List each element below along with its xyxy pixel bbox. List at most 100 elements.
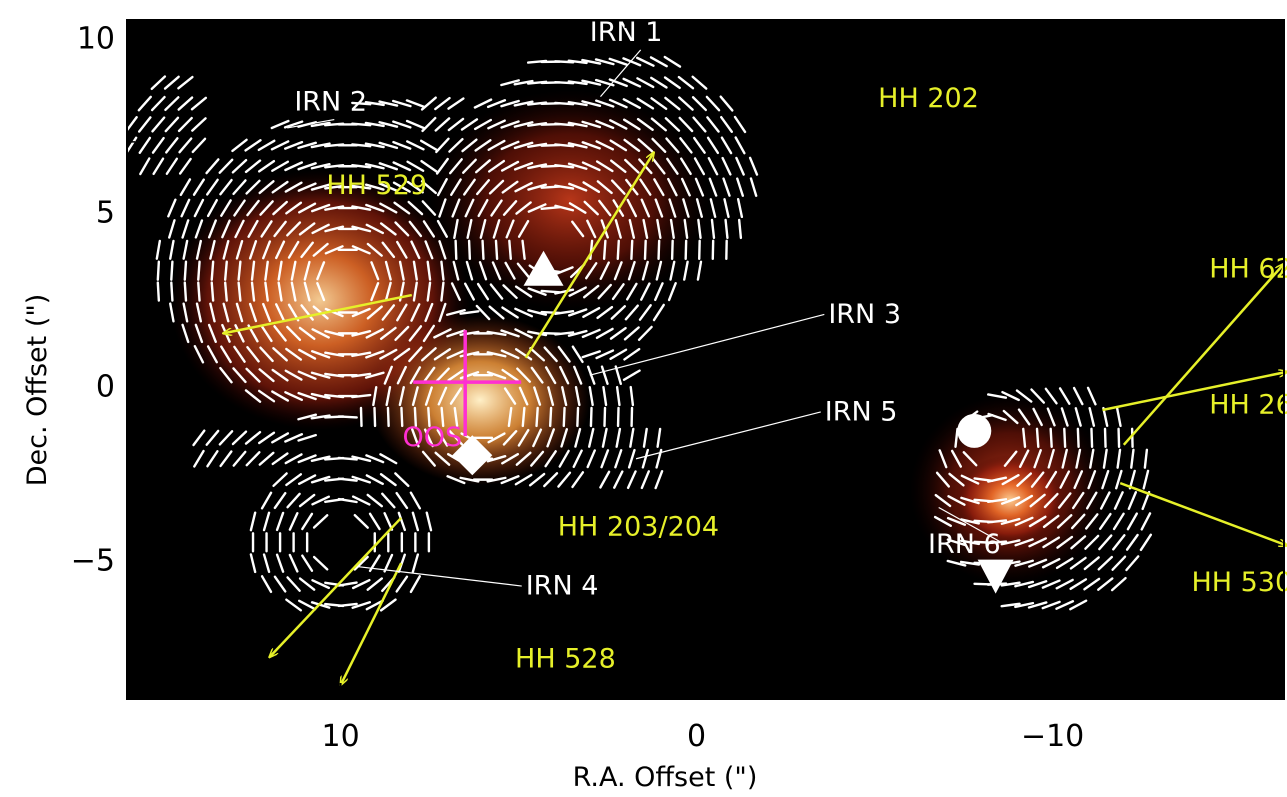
polarization-vector — [297, 599, 317, 611]
polarization-vector — [411, 428, 420, 448]
polarization-vector — [650, 97, 668, 111]
polarization-vector — [602, 239, 607, 260]
polarization-vector — [424, 386, 433, 406]
polarization-vector — [366, 305, 383, 320]
polarization-vector — [973, 498, 994, 503]
polarization-vector — [413, 406, 418, 428]
polarization-vector — [364, 183, 385, 191]
polarization-vector — [210, 281, 215, 302]
polarization-vector — [410, 303, 421, 322]
polarization-vector — [1027, 601, 1048, 609]
polarization-vector — [1063, 427, 1067, 449]
polarization-vector — [626, 470, 637, 490]
polarization-vector — [1069, 556, 1087, 570]
polarization-vector — [177, 116, 193, 133]
polarization-vector — [460, 118, 479, 131]
polarization-vector — [1042, 514, 1060, 529]
polarization-vector — [379, 598, 397, 612]
polarization-vector — [1041, 557, 1061, 569]
polarization-vector — [364, 163, 385, 170]
polarization-vector — [1058, 387, 1071, 405]
polarization-vector — [284, 140, 304, 150]
polarization-vector — [192, 178, 205, 196]
polarization-vector — [706, 116, 720, 133]
polarization-vector — [656, 427, 662, 448]
polarization-vector — [231, 158, 248, 174]
polarization-vector — [508, 239, 512, 260]
polarization-vector — [223, 260, 228, 281]
outflow-arrows: HH 202 HH 529 HH 203/204 HH 528 HH 625 HH 269… — [223, 83, 1287, 685]
polarization-vector — [521, 239, 526, 260]
polarization-vector — [170, 260, 174, 281]
polarization-vector — [1142, 469, 1150, 490]
polarization-vector — [595, 349, 615, 360]
polarization-vector — [182, 302, 189, 323]
polarization-vector — [425, 511, 433, 532]
polarization-vector — [219, 366, 233, 384]
polarization-vector — [156, 281, 161, 302]
polarization-vector — [398, 260, 405, 281]
polarization-vector — [678, 116, 694, 133]
polarization-vector — [244, 389, 262, 403]
polarization-vector — [222, 302, 230, 323]
polarization-vector — [559, 365, 570, 385]
polarization-vector — [637, 325, 653, 342]
polarization-vector — [407, 200, 424, 216]
polarization-vector — [244, 159, 262, 174]
polarization-vector — [568, 286, 587, 297]
polarization-vector — [1000, 602, 1021, 608]
polarization-vector — [655, 260, 663, 281]
polarization-vector — [433, 348, 452, 361]
polarization-vector — [664, 117, 681, 132]
polarization-vector — [530, 450, 545, 467]
polarization-vector — [232, 367, 247, 384]
polarization-vector — [275, 553, 285, 573]
polarization-vector — [1056, 535, 1074, 549]
polarization-vector — [209, 302, 216, 323]
source-label: IRN 6 — [928, 529, 1001, 560]
polarization-vector — [310, 455, 331, 462]
polarization-vector — [152, 157, 165, 176]
polarization-vector — [324, 372, 345, 378]
polarization-vector — [1098, 534, 1113, 551]
polarization-vector — [311, 203, 331, 213]
polarization-vector — [448, 430, 464, 446]
polarization-vector — [434, 367, 450, 383]
polarization-vector — [408, 346, 423, 363]
polarization-vector — [312, 514, 329, 529]
polarization-vector — [139, 157, 151, 176]
polarization-vector — [1041, 600, 1061, 610]
polarization-vector — [324, 351, 345, 358]
polarization-vector — [1099, 491, 1111, 510]
polarization-vector — [603, 406, 607, 428]
polarization-vector — [351, 225, 372, 233]
polarization-vector — [589, 406, 593, 428]
polarization-vector — [262, 511, 271, 532]
polarization-vector — [1000, 496, 1021, 505]
polarization-vector — [950, 449, 963, 468]
polarization-vector — [636, 117, 654, 131]
polarization-vector — [447, 368, 465, 382]
polarization-vector — [1125, 533, 1139, 551]
polarization-vector — [258, 451, 275, 466]
polarization-vector — [697, 218, 702, 240]
polarization-vector — [492, 219, 501, 239]
polarization-vector — [1074, 407, 1082, 427]
polarization-vector — [165, 137, 179, 154]
y-tick-label: −5 — [71, 544, 115, 579]
polarization-vector — [300, 241, 314, 259]
polarization-vector — [586, 449, 596, 469]
polarization-vector — [218, 158, 234, 174]
polarization-vector — [235, 302, 244, 323]
polarization-vector — [1014, 538, 1034, 547]
polarization-vector — [643, 239, 647, 261]
polarization-vector — [1116, 448, 1122, 469]
polarization-vector — [232, 179, 247, 196]
polarization-vector — [351, 329, 372, 337]
polarization-vector — [622, 118, 641, 131]
polarization-vector — [232, 450, 247, 467]
polarization-vector — [449, 387, 463, 405]
polarization-vector — [514, 473, 533, 486]
polarization-vector — [366, 577, 384, 591]
polarization-vector — [1018, 449, 1030, 468]
